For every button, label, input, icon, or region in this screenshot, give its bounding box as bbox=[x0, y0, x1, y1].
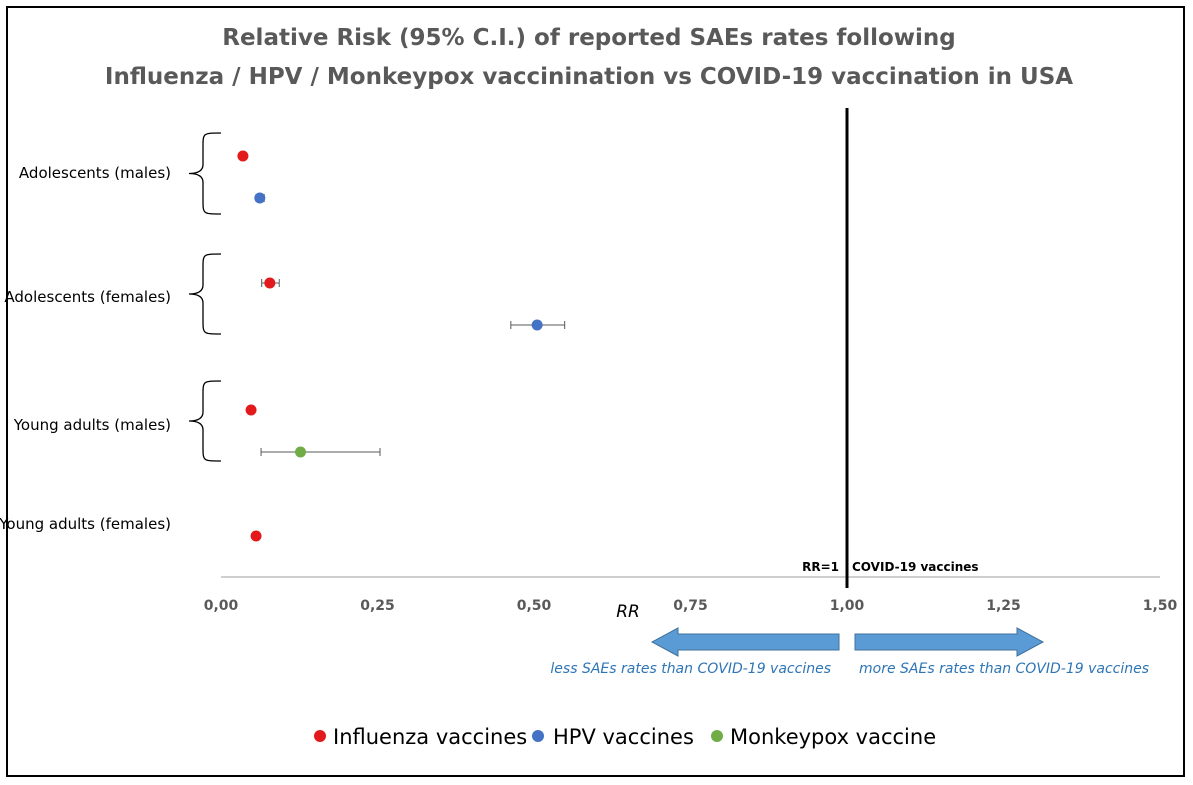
category-label: Adolescents (females) bbox=[4, 288, 171, 306]
category-brace bbox=[188, 380, 222, 462]
legend-label: Influenza vaccines bbox=[333, 725, 527, 749]
arrow-left-label: less SAEs rates than COVID-19 vaccines bbox=[550, 661, 831, 677]
data-point bbox=[245, 404, 257, 416]
category-label: Adolescents (males) bbox=[19, 164, 171, 182]
reference-label-right: COVID-19 vaccines bbox=[852, 560, 979, 574]
reference-label-left: RR=1 bbox=[802, 560, 839, 574]
arrow-left-icon bbox=[650, 627, 840, 657]
x-tick-label: 1,25 bbox=[986, 598, 1021, 614]
x-tick-label: 0,00 bbox=[204, 598, 239, 614]
category-label: Young adults (females) bbox=[0, 515, 171, 533]
legend-marker bbox=[314, 730, 326, 742]
legend-marker bbox=[532, 730, 544, 742]
x-tick-label: 1,50 bbox=[1143, 598, 1178, 614]
chart-title-line1: Relative Risk (95% C.I.) of reported SAE… bbox=[222, 25, 955, 51]
legend-label: Monkeypox vaccine bbox=[730, 725, 936, 749]
data-point bbox=[295, 446, 307, 458]
category-brace bbox=[188, 253, 222, 335]
data-point bbox=[264, 277, 276, 289]
arrow-right-icon bbox=[854, 627, 1045, 657]
data-point bbox=[237, 150, 249, 162]
chart-title-line2: Influenza / HPV / Monkeypox vaccininatio… bbox=[105, 64, 1073, 90]
category-label: Young adults (males) bbox=[13, 416, 171, 434]
x-tick-label: 1,00 bbox=[830, 598, 865, 614]
arrow-right-label: more SAEs rates than COVID-19 vaccines bbox=[859, 661, 1149, 677]
x-tick-label: 0,25 bbox=[360, 598, 395, 614]
chart-frame bbox=[6, 6, 1185, 777]
data-point bbox=[254, 192, 266, 204]
data-point bbox=[531, 319, 543, 331]
x-axis-title: RR bbox=[616, 602, 640, 622]
legend-label: HPV vaccines bbox=[553, 725, 694, 749]
data-point bbox=[250, 530, 262, 542]
category-brace bbox=[188, 132, 222, 215]
legend-marker bbox=[711, 730, 723, 742]
x-tick-label: 0,75 bbox=[673, 598, 708, 614]
x-tick-label: 0,50 bbox=[517, 598, 552, 614]
